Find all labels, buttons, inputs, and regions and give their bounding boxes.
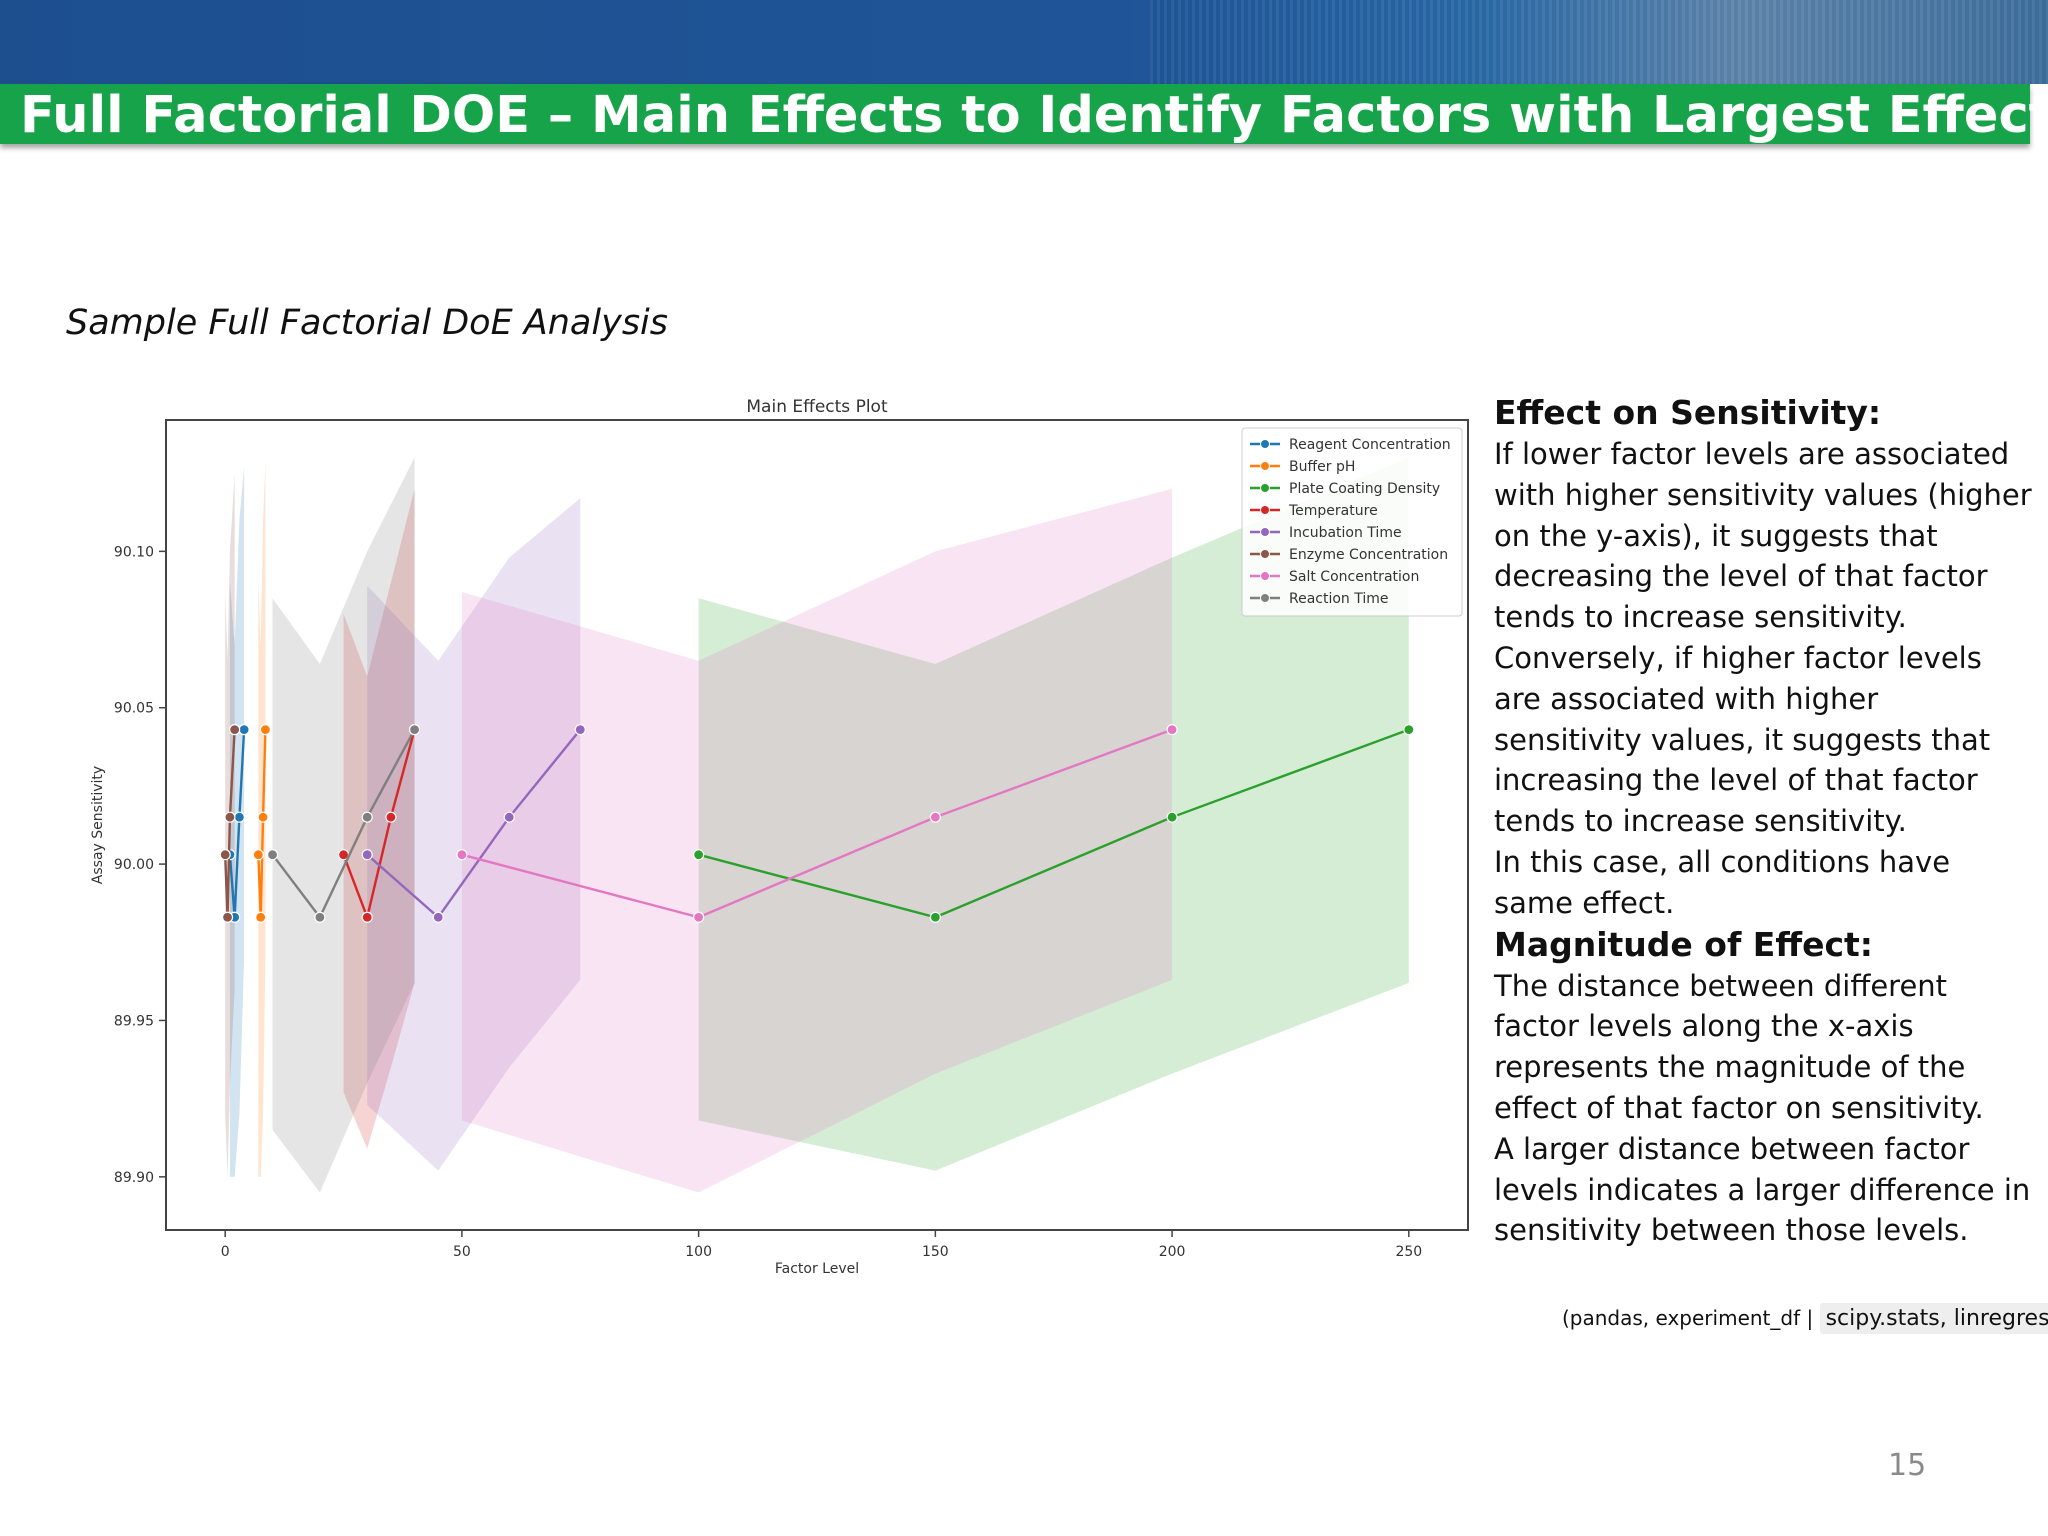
legend-marker-temperature — [1260, 505, 1270, 515]
point-incubation-time — [503, 811, 515, 823]
source-text: (pandas, experiment_df | — [1562, 1306, 1814, 1330]
y-axis-ticks: 89.90 89.95 90.00 90.05 90.10 — [114, 544, 166, 1186]
point-temperature — [385, 811, 397, 823]
chart-legend: Reagent Concentration Buffer pH Plate Coat… — [1241, 427, 1463, 617]
slide-title: Full Factorial DOE – Main Effects to Ide… — [20, 86, 2048, 145]
ci-band-salt-concentration — [461, 488, 1173, 1193]
point-reagent-concentration — [233, 811, 245, 823]
point-reaction-time — [361, 811, 373, 823]
x-tick-label: 150 — [922, 1244, 949, 1260]
point-salt-concentration — [456, 849, 468, 861]
line-buffer-ph — [257, 729, 267, 918]
point-buffer-ph — [257, 811, 269, 823]
legend-marker-plate-coating-density — [1260, 483, 1270, 493]
point-buffer-ph — [252, 849, 264, 861]
point-enzyme-concentration — [221, 911, 234, 923]
point-incubation-time — [432, 911, 444, 923]
line-reagent-concentration — [228, 729, 246, 918]
effect-para-1: If lower factor levels are associated wi… — [1494, 437, 2032, 635]
magnitude-heading: Magnitude of Effect: — [1494, 924, 1874, 964]
legend-marker-buffer-ph — [1260, 461, 1270, 471]
effect-heading: Effect on Sensitivity: — [1494, 393, 1882, 432]
confidence-bands — [225, 457, 1409, 1193]
legend-marker-enzyme-concentration — [1260, 549, 1270, 559]
y-tick-label: 89.90 — [114, 1170, 154, 1186]
source-note: (pandas, experiment_df | scipy.stats, li… — [1562, 1303, 2048, 1334]
y-tick-label: 90.05 — [114, 701, 154, 717]
x-tick-label: 0 — [221, 1244, 230, 1260]
x-tick-label: 250 — [1395, 1244, 1422, 1260]
x-axis-ticks: 0 50 100 150 200 250 — [221, 1230, 1422, 1260]
series-lines — [219, 724, 1415, 923]
y-axis-label: Assay Sensitivity — [90, 766, 106, 884]
y-tick-label: 90.00 — [114, 857, 154, 873]
line-reaction-time — [271, 729, 416, 920]
line-salt-concentration — [461, 728, 1173, 919]
legend-label-reaction-time: Reaction Time — [1289, 591, 1389, 607]
point-salt-concentration — [693, 911, 705, 923]
main-effects-chart: 0 50 100 150 200 250 89.90 89.95 90.00 90.05 90.1… — [90, 397, 1469, 1277]
point-reagent-concentration — [238, 724, 250, 736]
legend-label-temperature: Temperature — [1288, 503, 1378, 519]
line-incubation-time — [366, 728, 582, 920]
point-salt-concentration — [1166, 724, 1178, 736]
legend-label-buffer-ph: Buffer pH — [1289, 459, 1355, 475]
point-plate-coating-density — [929, 911, 941, 923]
explanation-panel: Effect on Sensitivity: If lower factor l… — [1494, 392, 2034, 1251]
ci-band-reaction-time — [272, 457, 415, 1193]
ci-band-temperature — [343, 488, 415, 1149]
legend-marker-incubation-time — [1260, 527, 1270, 537]
legend-marker-salt-concentration — [1260, 571, 1270, 581]
ci-band-incubation-time — [367, 498, 581, 1171]
point-enzyme-concentration — [224, 811, 236, 823]
line-plate-coating-density — [698, 728, 1410, 919]
page-number: 15 — [1888, 1448, 1927, 1483]
y-tick-label: 89.95 — [114, 1013, 154, 1029]
legend-label-plate-coating-density: Plate Coating Density — [1289, 481, 1440, 497]
point-reaction-time — [314, 911, 326, 923]
legend-label-salt-concentration: Salt Concentration — [1289, 569, 1419, 585]
title-bar: Full Factorial DOE – Main Effects to Ide… — [0, 84, 2048, 145]
point-temperature — [361, 911, 373, 923]
x-axis-label: Factor Level — [775, 1261, 859, 1277]
x-tick-label: 100 — [685, 1244, 712, 1260]
x-tick-label: 50 — [453, 1244, 471, 1260]
chart-title: Main Effects Plot — [746, 397, 888, 417]
magnitude-para-2: A larger distance between factor levels … — [1494, 1131, 2031, 1248]
effect-para-3: In this case, all conditions have same e… — [1494, 844, 1951, 920]
source-code: scipy.stats, linregress) — [1819, 1303, 2048, 1334]
line-temperature — [342, 729, 416, 922]
point-incubation-time — [574, 724, 586, 736]
legend-box — [1241, 427, 1463, 617]
point-plate-coating-density — [1166, 811, 1178, 823]
point-enzyme-concentration — [219, 849, 231, 861]
legend-label-incubation-time: Incubation Time — [1289, 525, 1402, 541]
y-tick-label: 90.10 — [114, 544, 154, 560]
point-reaction-time — [408, 724, 421, 736]
legend-label-enzyme-concentration: Enzyme Concentration — [1289, 547, 1448, 563]
line-enzyme-concentration — [223, 729, 236, 918]
legend-marker-reaction-time — [1260, 593, 1270, 603]
effect-para-2: Conversely, if higher factor levels are … — [1494, 640, 1991, 839]
point-buffer-ph — [255, 911, 267, 923]
x-tick-label: 200 — [1159, 1244, 1186, 1260]
point-reaction-time — [266, 849, 279, 861]
point-incubation-time — [361, 849, 373, 861]
header-banner — [0, 0, 2048, 84]
point-enzyme-concentration — [229, 724, 241, 736]
legend-marker-reagent-concentration — [1260, 439, 1270, 449]
point-plate-coating-density — [1403, 724, 1415, 736]
slide-subtitle: Sample Full Factorial DoE Analysis — [66, 303, 669, 343]
point-buffer-ph — [259, 724, 272, 736]
ci-band-plate-coating-density — [698, 457, 1409, 1171]
point-salt-concentration — [929, 811, 941, 823]
magnitude-para-1: The distance between different factor le… — [1494, 968, 1984, 1125]
legend-label-reagent-concentration: Reagent Concentration — [1289, 437, 1451, 453]
plot-frame — [165, 419, 1469, 1231]
point-plate-coating-density — [693, 849, 705, 861]
